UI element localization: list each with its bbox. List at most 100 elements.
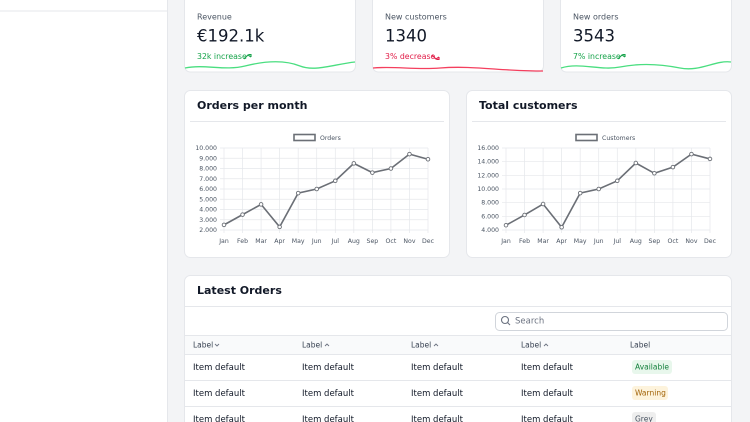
- cell: Item default: [411, 389, 464, 399]
- x-tick-label: Aug: [348, 238, 360, 245]
- stat-card: [184, 0, 356, 73]
- legend-swatch: [293, 133, 316, 142]
- x-tick-label: Jul: [613, 238, 622, 245]
- y-tick-label: 3.000: [199, 217, 217, 224]
- x-tick-label: Jan: [218, 238, 229, 245]
- stat-change: 32k increase: [197, 52, 247, 61]
- y-tick-label: 6.000: [199, 186, 217, 193]
- point: [351, 161, 357, 166]
- sparkline: [560, 61, 732, 70]
- x-tick-label: Apr: [274, 238, 285, 245]
- point: [258, 202, 264, 207]
- legend-label: Customers: [602, 135, 635, 142]
- sort-icon[interactable]: [433, 343, 439, 347]
- table-title: Latest Orders: [197, 284, 282, 297]
- y-tick-label: 2.000: [199, 227, 217, 234]
- point: [277, 224, 282, 230]
- chart-title: Total customers: [479, 99, 578, 112]
- cell: Item default: [193, 389, 246, 399]
- point: [707, 156, 713, 162]
- point: [577, 190, 583, 196]
- x-tick-label: Oct: [386, 238, 397, 245]
- stat-change: 3% decrease: [385, 52, 436, 61]
- cell: Item default: [411, 415, 464, 422]
- x-tick-label: Mar: [537, 238, 549, 245]
- line: [505, 153, 711, 229]
- y-tick-label: 6.000: [481, 213, 499, 220]
- x-tick-label: Jan: [500, 238, 511, 245]
- badge: [632, 360, 672, 374]
- cell: Item default: [521, 389, 574, 399]
- x-tick-label: Nov: [685, 238, 697, 245]
- x-tick-label: Sep: [367, 238, 379, 245]
- y-tick-label: 8.000: [199, 166, 217, 173]
- point: [503, 222, 509, 228]
- x-tick-label: May: [574, 238, 587, 245]
- point: [540, 201, 546, 207]
- table-header-bg: [185, 336, 731, 354]
- cell: Item default: [411, 363, 464, 373]
- y-tick-label: 9.000: [199, 155, 217, 162]
- stat-change: 7% increase: [573, 52, 621, 61]
- x-tick-label: Sep: [649, 238, 661, 245]
- stat-value: 1340: [385, 27, 427, 46]
- stat-value: 3543: [573, 27, 615, 46]
- y-tick-label: 5.000: [199, 196, 217, 203]
- y-tick-label: 14.000: [477, 159, 499, 166]
- status-badge: Available: [635, 363, 669, 372]
- sort-icon[interactable]: [543, 343, 549, 347]
- x-tick-label: Jun: [311, 238, 322, 245]
- x-tick-label: Nov: [403, 238, 415, 245]
- badge: [632, 412, 656, 422]
- x-tick-label: Apr: [556, 238, 567, 245]
- stat-label: New customers: [385, 13, 447, 22]
- x-tick-label: Jul: [331, 238, 340, 245]
- search-placeholder: Search: [515, 317, 544, 327]
- point: [388, 166, 394, 171]
- point: [522, 212, 527, 218]
- point: [314, 186, 319, 192]
- badge: [632, 386, 668, 400]
- column-header: Label: [302, 341, 322, 350]
- x-tick-label: May: [292, 238, 305, 245]
- trend-up-icon: [617, 53, 626, 60]
- column-header: Label: [521, 341, 541, 350]
- search-icon: [500, 315, 510, 325]
- stat-label: Revenue: [197, 13, 232, 22]
- cell: Item default: [193, 415, 246, 422]
- point: [295, 190, 301, 196]
- stat-card: [560, 0, 732, 73]
- point: [689, 151, 694, 157]
- y-tick-label: 8.000: [481, 200, 499, 207]
- cell: Item default: [302, 363, 355, 373]
- sparkline: [372, 66, 544, 72]
- x-tick-label: Mar: [255, 238, 267, 245]
- y-tick-label: 7.000: [199, 176, 217, 183]
- cell: Item default: [302, 415, 355, 422]
- point: [615, 178, 620, 184]
- search-icon: [507, 322, 511, 326]
- chart-title: Orders per month: [197, 99, 307, 112]
- search-box[interactable]: [495, 312, 728, 331]
- y-tick-label: 10.000: [477, 186, 499, 193]
- trend-down-icon: [431, 54, 440, 61]
- column-header: Label: [630, 341, 650, 350]
- point: [670, 164, 676, 170]
- sort-icon[interactable]: [214, 343, 220, 347]
- point: [221, 222, 227, 228]
- point: [652, 171, 657, 176]
- point: [370, 170, 375, 175]
- point: [333, 178, 338, 184]
- y-tick-label: 4.000: [481, 227, 499, 234]
- column-header: Label: [411, 341, 431, 350]
- point: [596, 186, 601, 192]
- stat-label: New orders: [573, 13, 619, 22]
- column-header: Label: [193, 341, 213, 350]
- x-tick-label: Feb: [237, 238, 248, 245]
- y-tick-label: 12.000: [477, 172, 499, 179]
- x-tick-label: Feb: [519, 238, 530, 245]
- sort-icon[interactable]: [324, 343, 330, 347]
- sidebar: [0, 0, 167, 422]
- x-tick-label: Dec: [704, 238, 717, 245]
